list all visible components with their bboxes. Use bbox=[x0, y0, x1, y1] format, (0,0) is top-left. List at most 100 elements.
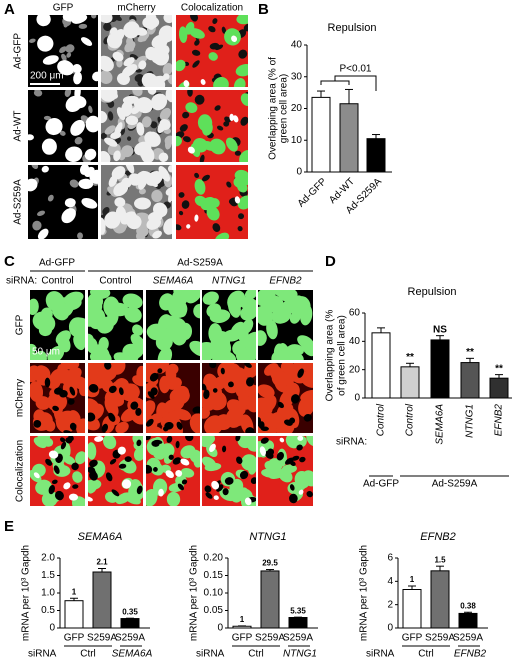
cell bbox=[141, 150, 155, 162]
micrograph bbox=[88, 363, 143, 433]
cell bbox=[290, 394, 300, 404]
cell bbox=[227, 290, 246, 311]
cell bbox=[192, 406, 200, 414]
cell bbox=[45, 117, 63, 136]
annotation: P<0.01 bbox=[340, 64, 372, 75]
cell bbox=[213, 76, 229, 87]
cell bbox=[89, 470, 98, 481]
cell bbox=[77, 232, 83, 239]
cell bbox=[224, 116, 231, 123]
cell bbox=[135, 407, 142, 416]
cell bbox=[181, 200, 190, 209]
y-tick-label: 0.20 bbox=[204, 553, 224, 564]
panel-label: A bbox=[4, 1, 15, 18]
cell bbox=[114, 197, 126, 208]
bar bbox=[339, 103, 359, 173]
cell bbox=[233, 78, 246, 87]
cell bbox=[109, 458, 117, 465]
row-label: GFP bbox=[15, 314, 26, 335]
cell bbox=[212, 388, 218, 393]
cell bbox=[300, 339, 313, 357]
cell bbox=[200, 79, 206, 85]
x-tick-label: S259A bbox=[425, 633, 455, 644]
cell bbox=[42, 55, 59, 65]
y-axis-label: mRNA per 10³ Gapdh bbox=[21, 545, 32, 641]
panel-label: B bbox=[258, 1, 269, 18]
cell bbox=[194, 94, 205, 105]
cell bbox=[124, 165, 135, 174]
cell bbox=[33, 90, 43, 97]
cell bbox=[194, 178, 206, 195]
cell bbox=[266, 319, 278, 340]
bar-label: ** bbox=[466, 347, 474, 358]
cell bbox=[138, 188, 146, 195]
cell bbox=[230, 321, 245, 338]
cell bbox=[123, 57, 135, 67]
cell bbox=[41, 138, 57, 155]
cell bbox=[165, 137, 172, 150]
cell bbox=[88, 295, 103, 316]
cell bbox=[173, 385, 190, 403]
bar-label: 1 bbox=[240, 615, 245, 624]
column-label: EFNB2 bbox=[269, 276, 302, 287]
micrograph bbox=[176, 90, 248, 162]
cell bbox=[146, 425, 164, 433]
x-tick-label: Control bbox=[376, 403, 387, 436]
cell bbox=[220, 367, 225, 375]
cell bbox=[244, 497, 252, 506]
micrograph bbox=[258, 363, 313, 433]
cell bbox=[208, 25, 216, 33]
y-tick-label: 2.0 bbox=[41, 553, 55, 564]
cell bbox=[303, 414, 312, 422]
cell bbox=[59, 130, 66, 136]
cell bbox=[289, 493, 298, 504]
bar-label: 0.38 bbox=[460, 601, 476, 610]
cell bbox=[150, 387, 158, 396]
cell bbox=[151, 189, 163, 203]
row-label: mCherry bbox=[15, 379, 26, 417]
micrograph bbox=[258, 436, 313, 506]
cell bbox=[202, 436, 215, 448]
y-tick-label: 0.05 bbox=[204, 605, 224, 616]
bar bbox=[120, 618, 140, 629]
bar bbox=[371, 332, 391, 399]
cell bbox=[209, 138, 226, 155]
cell bbox=[84, 148, 97, 161]
cell bbox=[206, 206, 220, 221]
cell bbox=[217, 125, 224, 131]
cell bbox=[111, 489, 120, 497]
cell bbox=[267, 448, 275, 456]
cell bbox=[74, 136, 83, 145]
cell bbox=[30, 381, 44, 402]
cell bbox=[172, 457, 182, 465]
cell bbox=[121, 177, 132, 188]
cell bbox=[178, 192, 185, 198]
cell bbox=[244, 331, 256, 353]
cell bbox=[214, 232, 230, 239]
cell bbox=[89, 169, 98, 184]
group-label: Ctrl bbox=[80, 649, 96, 660]
cell bbox=[76, 418, 85, 433]
cell bbox=[124, 306, 142, 323]
cell bbox=[147, 391, 155, 399]
cell bbox=[52, 405, 59, 412]
cell bbox=[89, 459, 98, 468]
y-axis-label: Overlapping area (% bbox=[325, 310, 336, 402]
cell bbox=[168, 186, 172, 203]
cell bbox=[221, 26, 227, 34]
cell bbox=[176, 421, 183, 430]
cell bbox=[178, 210, 184, 216]
cell bbox=[44, 377, 51, 388]
cell bbox=[187, 90, 193, 97]
cell bbox=[176, 135, 182, 147]
cell bbox=[236, 15, 248, 25]
cell bbox=[168, 454, 174, 460]
group-label: EFNB2 bbox=[454, 649, 487, 660]
cell bbox=[233, 115, 239, 123]
x-row-label: siRNA bbox=[196, 649, 225, 660]
cell bbox=[31, 165, 39, 170]
cell bbox=[101, 110, 108, 124]
cell bbox=[185, 436, 194, 442]
cell bbox=[46, 375, 61, 390]
